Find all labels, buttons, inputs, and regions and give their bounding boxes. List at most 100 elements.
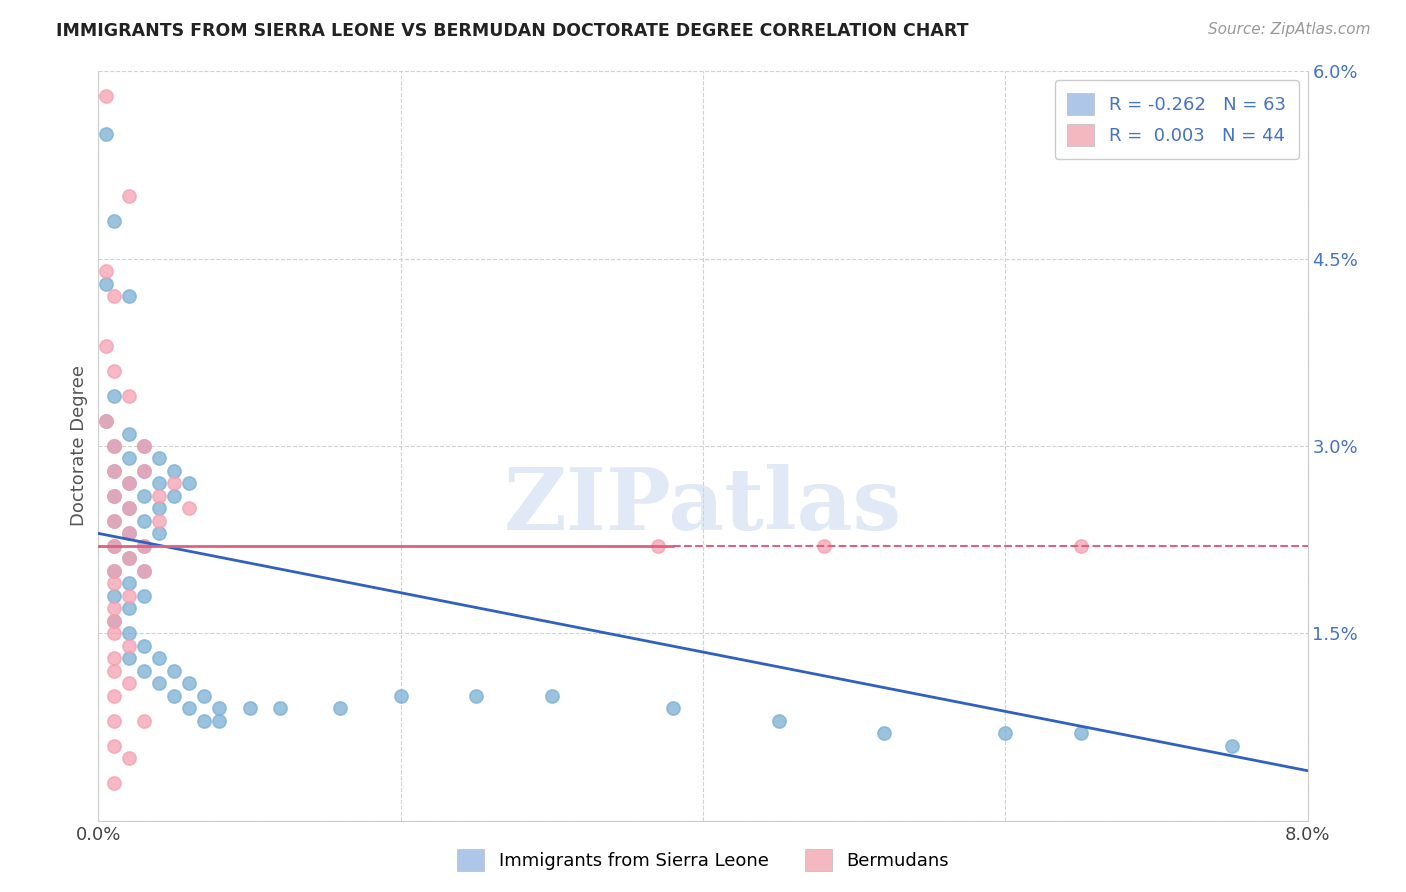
Point xyxy=(132,439,155,453)
Point xyxy=(179,676,201,690)
Point xyxy=(329,701,352,715)
Point xyxy=(813,539,835,553)
Point xyxy=(103,739,125,753)
Point xyxy=(132,489,155,503)
Point xyxy=(1070,539,1092,553)
Point xyxy=(118,526,141,541)
Point xyxy=(389,689,412,703)
Point xyxy=(132,664,155,678)
Point xyxy=(118,476,141,491)
Point xyxy=(103,689,125,703)
Point xyxy=(269,701,291,715)
Point xyxy=(148,676,170,690)
Point xyxy=(132,539,155,553)
Point xyxy=(132,714,155,728)
Point xyxy=(132,564,155,578)
Point xyxy=(103,464,125,478)
Point xyxy=(103,214,125,228)
Y-axis label: Doctorate Degree: Doctorate Degree xyxy=(70,366,89,526)
Point xyxy=(103,576,125,591)
Point xyxy=(768,714,790,728)
Point xyxy=(94,127,117,141)
Point xyxy=(661,701,683,715)
Point xyxy=(103,589,125,603)
Point xyxy=(103,776,125,790)
Point xyxy=(132,439,155,453)
Point xyxy=(103,364,125,378)
Point xyxy=(132,464,155,478)
Point xyxy=(118,389,141,403)
Point xyxy=(647,539,669,553)
Point xyxy=(103,489,125,503)
Point xyxy=(179,476,201,491)
Point xyxy=(118,576,141,591)
Point xyxy=(103,514,125,528)
Point xyxy=(103,564,125,578)
Point xyxy=(118,476,141,491)
Point xyxy=(193,689,215,703)
Point xyxy=(94,339,117,353)
Point xyxy=(994,726,1017,740)
Point xyxy=(465,689,488,703)
Point xyxy=(118,589,141,603)
Point xyxy=(132,464,155,478)
Point xyxy=(103,539,125,553)
Point xyxy=(94,264,117,278)
Text: ZIPatlas: ZIPatlas xyxy=(503,464,903,548)
Point xyxy=(118,289,141,303)
Point xyxy=(118,189,141,203)
Point xyxy=(118,626,141,640)
Legend: Immigrants from Sierra Leone, Bermudans: Immigrants from Sierra Leone, Bermudans xyxy=(450,842,956,879)
Point xyxy=(103,439,125,453)
Point xyxy=(118,751,141,765)
Point xyxy=(103,601,125,615)
Point xyxy=(118,676,141,690)
Point xyxy=(103,289,125,303)
Point xyxy=(94,277,117,291)
Point xyxy=(118,501,141,516)
Point xyxy=(208,701,231,715)
Text: Source: ZipAtlas.com: Source: ZipAtlas.com xyxy=(1208,22,1371,37)
Point xyxy=(873,726,896,740)
Point xyxy=(118,451,141,466)
Point xyxy=(132,539,155,553)
Point xyxy=(103,464,125,478)
Point xyxy=(103,651,125,665)
Text: IMMIGRANTS FROM SIERRA LEONE VS BERMUDAN DOCTORATE DEGREE CORRELATION CHART: IMMIGRANTS FROM SIERRA LEONE VS BERMUDAN… xyxy=(56,22,969,40)
Point xyxy=(103,514,125,528)
Point xyxy=(163,664,186,678)
Point xyxy=(148,514,170,528)
Point xyxy=(148,489,170,503)
Point xyxy=(103,539,125,553)
Point xyxy=(148,651,170,665)
Point xyxy=(179,701,201,715)
Point xyxy=(163,464,186,478)
Point xyxy=(208,714,231,728)
Point xyxy=(103,626,125,640)
Point xyxy=(132,514,155,528)
Point xyxy=(163,689,186,703)
Point xyxy=(148,451,170,466)
Point xyxy=(103,389,125,403)
Point xyxy=(103,614,125,628)
Point xyxy=(118,639,141,653)
Point xyxy=(94,89,117,103)
Point xyxy=(1070,726,1092,740)
Point xyxy=(132,564,155,578)
Point xyxy=(103,564,125,578)
Point xyxy=(118,526,141,541)
Point xyxy=(132,589,155,603)
Point xyxy=(118,551,141,566)
Point xyxy=(148,476,170,491)
Point xyxy=(540,689,562,703)
Point xyxy=(118,601,141,615)
Point xyxy=(163,476,186,491)
Point xyxy=(118,651,141,665)
Point xyxy=(132,639,155,653)
Point xyxy=(118,426,141,441)
Point xyxy=(148,526,170,541)
Point xyxy=(103,439,125,453)
Point xyxy=(1220,739,1243,753)
Point xyxy=(94,414,117,428)
Point xyxy=(193,714,215,728)
